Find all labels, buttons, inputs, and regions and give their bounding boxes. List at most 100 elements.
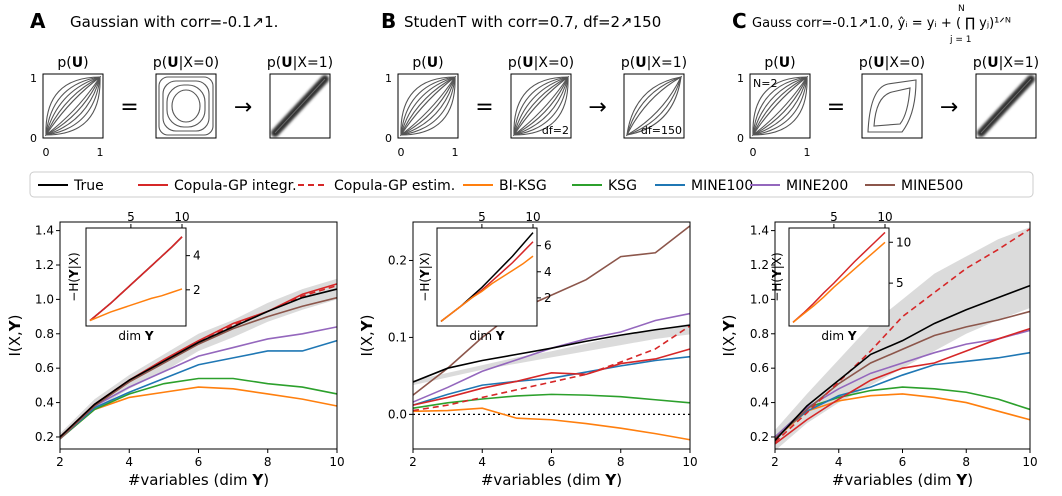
- title-part: ): [83, 55, 88, 71]
- y-tick-label: 1.4: [35, 224, 54, 238]
- label-part: Y: [495, 329, 505, 343]
- copula-title: p(U): [764, 55, 795, 71]
- inset-y-label: −H(Y|X): [418, 252, 432, 301]
- label-part: |X): [770, 252, 784, 269]
- panel-header-c: C Gauss corr=-0.1↗1.0, ŷᵢ = yᵢ + ( ∏ yⱼ)…: [732, 4, 1011, 45]
- y-tick-label: 0.1: [388, 330, 407, 344]
- label-part: I(X,: [6, 331, 24, 356]
- legend-label: MINE500: [901, 178, 963, 194]
- y-tick-label: 0.6: [750, 361, 769, 375]
- copula-contours: [867, 79, 917, 133]
- series-line: [412, 348, 691, 406]
- inset-x-tick-label: 10: [525, 210, 540, 224]
- inset-x-label: dim Y: [118, 329, 153, 343]
- equals-symbol: =: [120, 95, 138, 120]
- legend-label: MINE200: [786, 178, 848, 194]
- tick-label: 0: [750, 146, 757, 159]
- y-tick-label: 0.2: [388, 253, 407, 267]
- tick-label: 0: [737, 132, 744, 145]
- copula-frame: [623, 73, 685, 139]
- y-tick-label: 0.2: [35, 430, 54, 444]
- inset-y-tick-label: 4: [544, 265, 552, 279]
- label-part: #variables (dim: [481, 471, 606, 489]
- series-line: [774, 327, 1031, 445]
- title-part: |X=0): [179, 55, 219, 71]
- copula-title: p(U): [412, 55, 443, 71]
- series-line: [774, 393, 1031, 440]
- x-axis-label: #variables (dim Y): [481, 471, 622, 489]
- panel-title: Gaussian with corr=-0.1↗1.: [70, 13, 278, 31]
- inset-series-line: [792, 241, 886, 323]
- title-part: p(: [973, 55, 987, 71]
- title-part: U: [987, 55, 998, 71]
- title-part: U: [427, 55, 438, 71]
- x-tick-label: 10: [1022, 455, 1037, 469]
- label-part: ): [263, 471, 269, 489]
- y-tick-label: 1.4: [750, 224, 769, 238]
- series-line: [774, 351, 1031, 438]
- copula-contours: [625, 75, 683, 137]
- inset-x-tick-label: 5: [127, 210, 135, 224]
- label-part: I(X,: [358, 331, 376, 356]
- x-tick-label: 8: [264, 455, 272, 469]
- title-part: U: [635, 55, 646, 71]
- contour-line: [400, 76, 456, 136]
- y-tick-label: 0.8: [35, 327, 54, 341]
- x-tick-label: 4: [125, 455, 133, 469]
- arrow-symbol: →: [588, 95, 606, 120]
- inset-series-line: [89, 236, 183, 322]
- legend-label: KSG: [608, 178, 637, 194]
- product-lower-limit: j = 1: [949, 35, 972, 45]
- copula-title: p(U|X=1): [621, 55, 687, 71]
- series-line: [412, 393, 691, 410]
- copula-frame: [510, 73, 572, 139]
- label-part: |X): [418, 252, 432, 269]
- legend-label: True: [73, 178, 104, 194]
- panel-letter: B: [381, 9, 396, 33]
- copula-title: p(U|X=0): [859, 55, 925, 71]
- tick-label: 1: [737, 72, 744, 85]
- arrow-symbol: →: [940, 95, 958, 120]
- copula-contours: [512, 75, 570, 137]
- x-axis-label: #variables (dim Y): [832, 471, 973, 489]
- inset-x-tick-label: 10: [877, 210, 892, 224]
- y-tick-label: 1.0: [35, 292, 54, 306]
- title-part: ): [438, 55, 443, 71]
- title-part: p(: [412, 55, 426, 71]
- x-tick-label: 2: [56, 455, 64, 469]
- contour-line: [752, 76, 808, 136]
- series-line: [774, 228, 1031, 443]
- panel-letter: C: [732, 9, 747, 33]
- x-tick-label: 2: [409, 455, 417, 469]
- legend-label: Copula-GP integr.: [174, 178, 297, 194]
- confidence-band: [413, 323, 690, 386]
- inset-y-label: −H(Y|X): [67, 252, 81, 301]
- tick-label: 0: [398, 146, 405, 159]
- copula-frame: [861, 73, 923, 139]
- df-note: df=150: [641, 124, 682, 137]
- series-line: [412, 225, 691, 396]
- tick-label: 0: [43, 146, 50, 159]
- title-part: |X=0): [534, 55, 574, 71]
- title-part: p(: [57, 55, 71, 71]
- copula-frame: [397, 73, 459, 139]
- inset-x-tick-label: 10: [174, 210, 189, 224]
- contour-line: [626, 76, 682, 136]
- product-upper-limit: N: [958, 4, 965, 14]
- title-part: ): [790, 55, 795, 71]
- inset-y-label: −H(Y|X): [770, 252, 784, 301]
- y-tick-label: 1.0: [750, 292, 769, 306]
- copula-title: p(U|X=0): [153, 55, 219, 71]
- label-part: Y: [604, 471, 617, 489]
- label-part: Y: [720, 319, 738, 332]
- y-axis-label: I(X,Y): [6, 314, 24, 356]
- x-tick-label: 6: [899, 455, 907, 469]
- inset-frame: [436, 227, 538, 327]
- copula-contours: [751, 75, 809, 137]
- tick-label: 1: [804, 146, 811, 159]
- label-part: Y: [6, 319, 24, 332]
- panel-header-b: B StudenT with corr=0.7, df=2↗150: [381, 9, 661, 33]
